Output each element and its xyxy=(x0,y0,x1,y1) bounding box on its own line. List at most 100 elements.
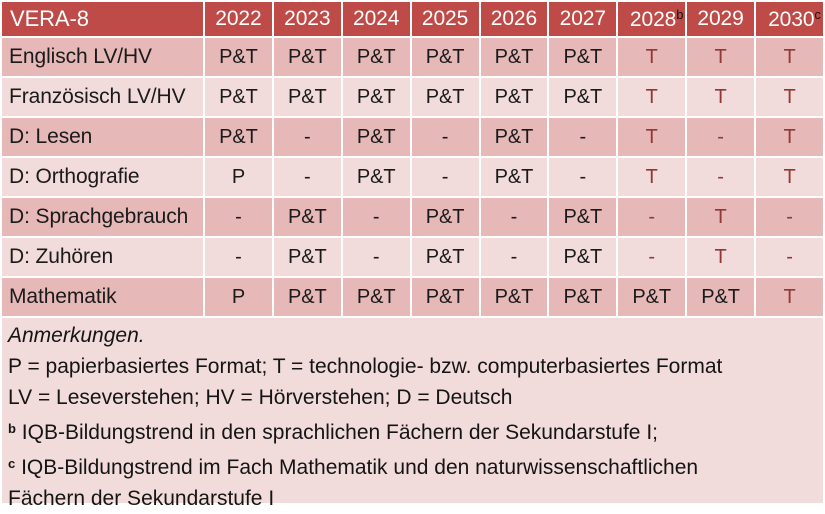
format-cell: P&T xyxy=(205,38,272,76)
format-cell: - xyxy=(342,238,410,276)
year-header-2022: 2022 xyxy=(205,2,272,36)
format-cell: P&T xyxy=(618,278,686,316)
footnote-marker-c: c xyxy=(8,456,16,471)
format-cell: - xyxy=(205,238,272,276)
format-cell: P&T xyxy=(687,278,754,316)
row-label: D: Orthografie xyxy=(2,158,203,196)
format-cell: - xyxy=(273,118,341,156)
format-cell: P&T xyxy=(411,78,479,116)
format-cell: T xyxy=(687,38,754,76)
table-row: D: Sprachgebrauch - P&T - P&T - P&T - T - xyxy=(2,198,823,236)
format-cell: T xyxy=(756,278,823,316)
row-label: Englisch LV/HV xyxy=(2,38,203,76)
format-cell: P&T xyxy=(411,38,479,76)
note-line: LV = Leseverstehen; HV = Hörverstehen; D… xyxy=(8,386,513,409)
format-cell: P&T xyxy=(411,278,479,316)
table-body: Englisch LV/HV P&T P&T P&T P&T P&T P&T T T T Franz… xyxy=(2,38,823,316)
format-cell: T xyxy=(687,198,754,236)
table-header: VERA-8 2022 2023 2024 2025 2026 2027 2028b 2029… xyxy=(2,2,823,36)
format-cell: P&T xyxy=(273,198,341,236)
year-header-2029: 2029 xyxy=(687,2,754,36)
format-cell: - xyxy=(549,158,617,196)
year-header-2023: 2023 xyxy=(273,2,341,36)
format-cell: P&T xyxy=(549,38,617,76)
format-cell: P&T xyxy=(273,238,341,276)
format-cell: P&T xyxy=(205,118,272,156)
format-cell: P&T xyxy=(549,198,617,236)
table-header-row: VERA-8 2022 2023 2024 2025 2026 2027 2028b 2029… xyxy=(2,2,823,36)
format-cell: P&T xyxy=(273,38,341,76)
format-cell: P&T xyxy=(205,78,272,116)
format-cell: T xyxy=(756,78,823,116)
format-cell: P&T xyxy=(480,118,548,156)
format-cell: P&T xyxy=(480,278,548,316)
year-header-2024: 2024 xyxy=(342,2,410,36)
year-header-2025: 2025 xyxy=(411,2,479,36)
format-cell: P&T xyxy=(480,158,548,196)
format-cell: - xyxy=(549,118,617,156)
note-line: b IQB-Bildungstrend in den sprachlichen … xyxy=(8,421,658,444)
row-label: D: Sprachgebrauch xyxy=(2,198,203,236)
format-cell: T xyxy=(618,38,686,76)
format-cell: - xyxy=(480,238,548,276)
format-cell: - xyxy=(687,158,754,196)
format-cell: P&T xyxy=(549,238,617,276)
table-title: VERA-8 xyxy=(2,2,203,36)
format-cell: P&T xyxy=(342,278,410,316)
format-cell: P&T xyxy=(549,278,617,316)
format-cell: P&T xyxy=(273,78,341,116)
format-cell: - xyxy=(411,118,479,156)
table-row: D: Lesen P&T - P&T - P&T - T - T xyxy=(2,118,823,156)
format-cell: - xyxy=(687,118,754,156)
year-header-2027: 2027 xyxy=(549,2,617,36)
format-cell: P xyxy=(205,278,272,316)
format-cell: - xyxy=(342,198,410,236)
format-cell: T xyxy=(756,118,823,156)
format-cell: - xyxy=(618,198,686,236)
year-header-2030: 2030c xyxy=(756,2,823,36)
table-row: D: Zuhören - P&T - P&T - P&T - T - xyxy=(2,238,823,276)
format-cell: - xyxy=(411,158,479,196)
format-cell: P&T xyxy=(342,38,410,76)
format-cell: T xyxy=(618,158,686,196)
year-header-2026: 2026 xyxy=(480,2,548,36)
format-cell: T xyxy=(618,118,686,156)
format-cell: P&T xyxy=(411,238,479,276)
row-label: Französisch LV/HV xyxy=(2,78,203,116)
table-row: Mathematik P P&T P&T P&T P&T P&T P&T P&T T xyxy=(2,278,823,316)
notes-block: Anmerkungen. P = papierbasiertes Format;… xyxy=(2,318,823,510)
format-cell: - xyxy=(273,158,341,196)
format-cell: P&T xyxy=(342,78,410,116)
format-cell: P&T xyxy=(549,78,617,116)
footnote-marker-b: b xyxy=(8,421,16,436)
format-cell: T xyxy=(756,38,823,76)
format-cell: P&T xyxy=(480,78,548,116)
format-cell: - xyxy=(618,238,686,276)
format-cell: P&T xyxy=(342,158,410,196)
note-line: c IQB-Bildungstrend im Fach Mathematik u… xyxy=(8,456,699,510)
year-header-2028: 2028b xyxy=(618,2,686,36)
format-cell: P&T xyxy=(273,278,341,316)
row-label: D: Lesen xyxy=(2,118,203,156)
footnote-marker-c: c xyxy=(814,6,821,22)
format-cell: P&T xyxy=(480,38,548,76)
format-cell: P xyxy=(205,158,272,196)
notes-lines: P = papierbasiertes Format; T = technolo… xyxy=(8,351,815,514)
table-row: D: Orthografie P - P&T - P&T - T - T xyxy=(2,158,823,196)
format-cell: - xyxy=(205,198,272,236)
footnote-marker-b: b xyxy=(676,6,684,22)
format-cell: P&T xyxy=(411,198,479,236)
format-cell: - xyxy=(480,198,548,236)
notes-heading: Anmerkungen. xyxy=(8,324,145,347)
vera8-table: VERA-8 2022 2023 2024 2025 2026 2027 2028b 2029… xyxy=(2,2,823,316)
format-cell: - xyxy=(756,238,823,276)
note-line: P = papierbasiertes Format; T = technolo… xyxy=(8,355,723,378)
row-label: Mathematik xyxy=(2,278,203,316)
format-cell: P&T xyxy=(342,118,410,156)
table-row: Französisch LV/HV P&T P&T P&T P&T P&T P&T T T T xyxy=(2,78,823,116)
format-cell: T xyxy=(687,238,754,276)
format-cell: - xyxy=(756,198,823,236)
table-row: Englisch LV/HV P&T P&T P&T P&T P&T P&T T T T xyxy=(2,38,823,76)
format-cell: T xyxy=(756,158,823,196)
